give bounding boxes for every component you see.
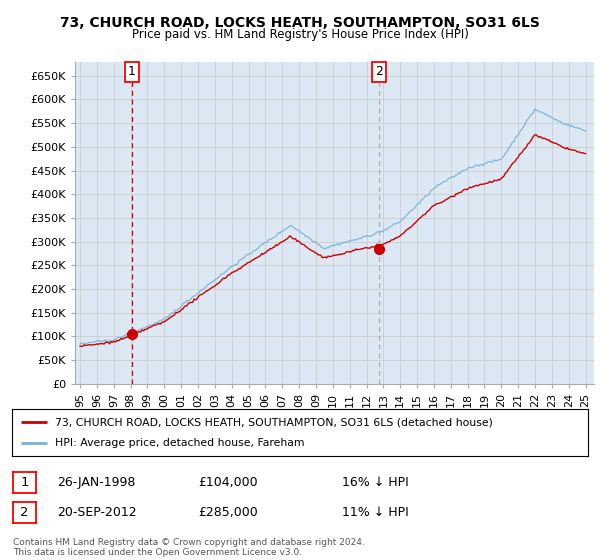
Text: 16% ↓ HPI: 16% ↓ HPI	[342, 476, 409, 489]
Text: Price paid vs. HM Land Registry's House Price Index (HPI): Price paid vs. HM Land Registry's House …	[131, 28, 469, 41]
Text: 73, CHURCH ROAD, LOCKS HEATH, SOUTHAMPTON, SO31 6LS (detached house): 73, CHURCH ROAD, LOCKS HEATH, SOUTHAMPTO…	[55, 417, 493, 427]
Text: Contains HM Land Registry data © Crown copyright and database right 2024.
This d: Contains HM Land Registry data © Crown c…	[13, 538, 365, 557]
Text: 11% ↓ HPI: 11% ↓ HPI	[342, 506, 409, 519]
Text: 20-SEP-2012: 20-SEP-2012	[57, 506, 137, 519]
Text: £104,000: £104,000	[198, 476, 257, 489]
Text: 2: 2	[20, 506, 29, 519]
Text: 26-JAN-1998: 26-JAN-1998	[57, 476, 136, 489]
Text: 1: 1	[20, 476, 29, 489]
Text: 2: 2	[375, 66, 383, 78]
Text: 73, CHURCH ROAD, LOCKS HEATH, SOUTHAMPTON, SO31 6LS: 73, CHURCH ROAD, LOCKS HEATH, SOUTHAMPTO…	[60, 16, 540, 30]
Text: £285,000: £285,000	[198, 506, 258, 519]
Text: HPI: Average price, detached house, Fareham: HPI: Average price, detached house, Fare…	[55, 438, 305, 448]
Text: 1: 1	[128, 66, 136, 78]
